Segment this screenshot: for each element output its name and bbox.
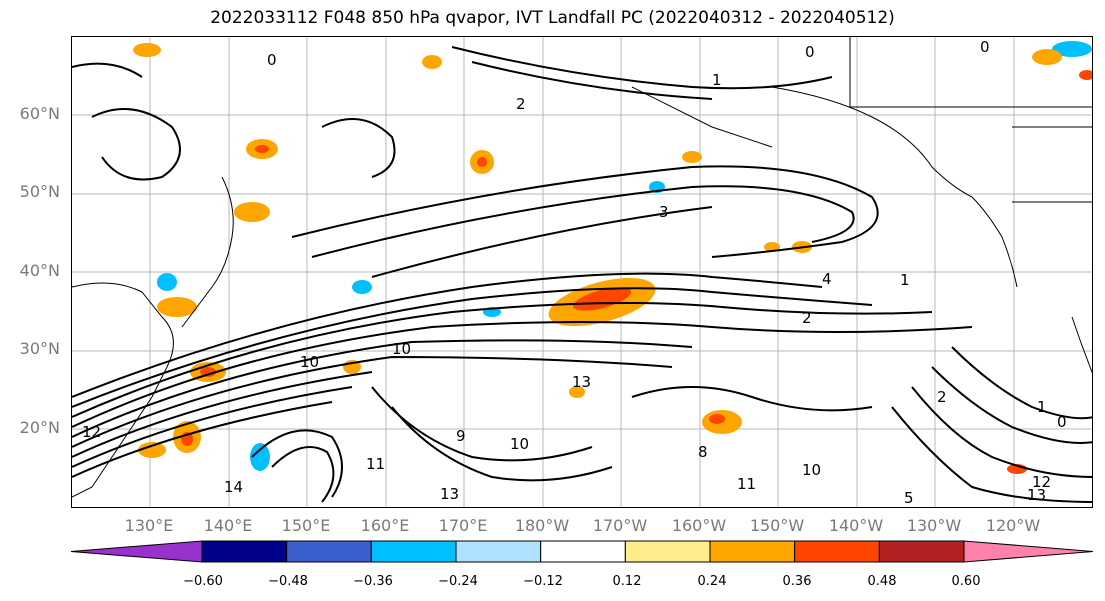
map-title: 2022033112 F048 850 hPa qvapor, IVT Land… [210, 8, 895, 28]
colorbar-segment [455, 540, 542, 563]
lon-label-150e: 150°E [281, 516, 331, 535]
graticule [72, 37, 1092, 507]
contour-label: 5 [904, 489, 914, 507]
political-borders [849, 37, 1092, 203]
contour-label: 11 [366, 455, 385, 473]
contour-label: 10 [802, 461, 821, 479]
lon-label-140e: 140°E [203, 516, 253, 535]
lat-label-50n: 50°N [19, 182, 60, 201]
lon-label-130w: 130°W [906, 516, 962, 535]
contour-label: 8 [698, 443, 708, 461]
lon-label-170w: 170°W [592, 516, 648, 535]
colorbar-segment [370, 540, 457, 563]
lon-label-140w: 140°W [828, 516, 884, 535]
colorbar-segment [878, 540, 965, 563]
colorbar-extend-low [70, 540, 203, 563]
contour-label: 12 [1032, 473, 1051, 491]
lat-label-40n: 40°N [19, 261, 60, 280]
colorbar-segment [286, 540, 372, 563]
contour-label: 0 [267, 51, 277, 69]
contour-label: 1 [900, 271, 910, 289]
colorbar-tick: −0.60 [183, 574, 223, 589]
contour-label: 10 [392, 340, 411, 358]
colorbar-segment [540, 540, 626, 563]
contour-label: 2 [516, 95, 526, 113]
contour-label: 1 [712, 71, 722, 89]
contour-label: 0 [980, 38, 990, 56]
lon-label-160w: 160°W [671, 516, 727, 535]
lon-label-150w: 150°W [749, 516, 805, 535]
colorbar-segment [624, 540, 711, 563]
colorbar-tick: 0.60 [951, 574, 981, 589]
contour-label: 13 [572, 373, 591, 391]
lon-label-120w: 120°W [985, 516, 1041, 535]
contour-label: 1 [1037, 398, 1047, 416]
colorbar-tick: 0.24 [697, 574, 727, 589]
colorbar-tick: −0.12 [523, 574, 563, 589]
lat-label-60n: 60°N [19, 104, 60, 123]
contour-label: 0 [805, 43, 815, 61]
lon-label-170e: 170°E [438, 516, 488, 535]
colorbar-tick: −0.48 [268, 574, 308, 589]
colorbar-tick: 0.48 [867, 574, 897, 589]
colorbar-extend-high [963, 540, 1094, 563]
contour-label: 2 [802, 309, 812, 327]
contour-label: 12 [82, 423, 101, 441]
contour-label: 10 [300, 353, 319, 371]
contour-label: 11 [737, 475, 756, 493]
qvapor-shading [133, 41, 1092, 474]
contour-label: 13 [440, 485, 459, 503]
contour-label: 10 [510, 435, 529, 453]
contour-label: 0 [1057, 413, 1067, 431]
colorbar-segment [709, 540, 796, 563]
contour-label: 4 [822, 270, 832, 288]
map-canvas: 0 0 0 1 2 3 4 1 2 10 10 12 14 11 13 13 1… [72, 37, 1092, 507]
colorbar-tick: −0.24 [438, 574, 478, 589]
colorbar-tick: −0.36 [353, 574, 393, 589]
contour-label: 13 [1027, 486, 1046, 504]
map-plot-area: 0 0 0 1 2 3 4 1 2 10 10 12 14 11 13 13 1… [71, 36, 1093, 508]
contour-label: 14 [224, 478, 243, 496]
lat-label-20n: 20°N [19, 418, 60, 437]
contour-label: 9 [456, 427, 466, 445]
lon-label-160e: 160°E [360, 516, 410, 535]
colorbar-segment [794, 540, 880, 563]
lon-label-130e: 130°E [124, 516, 174, 535]
contour-label: 3 [659, 203, 669, 221]
colorbar-tick: 0.12 [612, 574, 642, 589]
lat-label-30n: 30°N [19, 339, 60, 358]
colorbar-segment [201, 540, 288, 563]
contour-labels: 0 0 0 1 2 3 4 1 2 10 10 12 14 11 13 13 1… [82, 38, 1067, 507]
contour-label: 2 [937, 388, 947, 406]
colorbar-tick: 0.36 [782, 574, 812, 589]
ivt-contours [72, 46, 1092, 503]
lon-label-180w: 180°W [514, 516, 570, 535]
